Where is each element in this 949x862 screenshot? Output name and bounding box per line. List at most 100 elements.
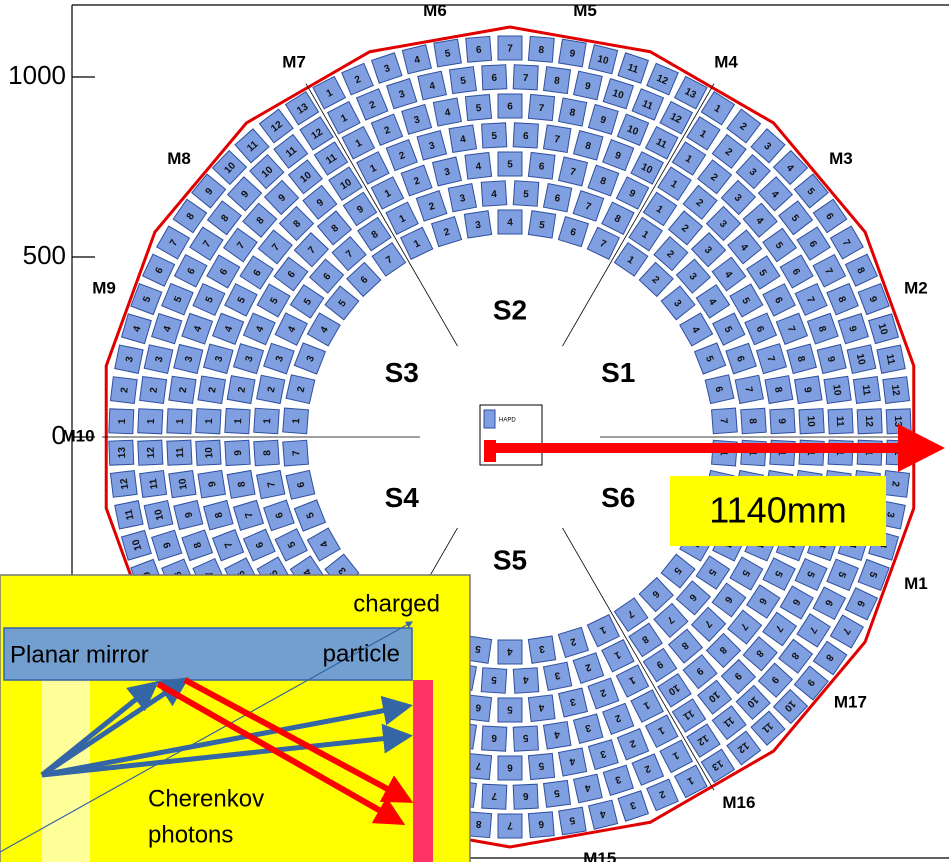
tile: 5: [498, 698, 522, 722]
photons-label: photons: [148, 821, 233, 848]
tile: 4: [418, 71, 447, 100]
tile-number: 4: [507, 645, 513, 656]
sector-label: S3: [385, 357, 419, 388]
tile: 2: [883, 471, 910, 498]
y-tick-label: 1000: [8, 60, 66, 90]
tile: 1: [225, 408, 250, 433]
tile: 11: [877, 345, 905, 373]
tile-number: 6: [507, 102, 513, 113]
module-label: M5: [573, 1, 597, 20]
tile-number: 11: [148, 477, 160, 489]
tile: 6: [528, 152, 555, 179]
tile: 9: [225, 440, 250, 465]
tile-number: 7: [507, 819, 513, 830]
tile-number: 11: [834, 416, 846, 428]
tile: 4: [433, 98, 461, 126]
tile: 8: [528, 36, 554, 62]
tile: 7: [498, 814, 522, 838]
module-label: M2: [904, 279, 928, 298]
y-tick-label: 500: [23, 240, 66, 270]
tile: 10: [196, 440, 221, 465]
photodetector-bar: [413, 680, 433, 862]
tile: 11: [853, 377, 880, 404]
module-label: M9: [92, 279, 116, 298]
tile: 10: [824, 376, 851, 403]
tile-number: 10: [830, 384, 843, 397]
tile-number: 7: [491, 790, 497, 801]
tile: 6: [482, 726, 507, 751]
hapd-swatch: [484, 410, 495, 428]
tile: 5: [513, 726, 538, 751]
module-label: M10: [61, 426, 94, 445]
module-label: M3: [829, 149, 853, 168]
tile: 3: [115, 345, 143, 373]
photons-label: Cherenkov: [148, 785, 264, 812]
tile: 6: [498, 94, 522, 118]
tile-number: 11: [175, 447, 187, 459]
tile: 9: [817, 345, 846, 374]
tile-number: 1: [175, 418, 186, 425]
tile: 6: [482, 65, 507, 90]
tile: 7: [513, 65, 538, 90]
tile: 5: [481, 668, 506, 693]
tile: 12: [857, 409, 882, 434]
tile: 7: [712, 408, 738, 434]
tile: 8: [741, 408, 766, 433]
tile-number: 6: [507, 761, 513, 772]
tile: 1: [109, 409, 134, 434]
tile: 5: [528, 211, 555, 238]
tile: 3: [464, 211, 491, 238]
tile: 2: [110, 377, 137, 404]
tile-number: 12: [146, 446, 157, 458]
tile: 10: [589, 45, 618, 74]
tile-number: 4: [507, 218, 513, 229]
tile-number: 1: [233, 418, 244, 425]
tile: 7: [257, 470, 285, 498]
tile: 10: [847, 345, 876, 374]
tile: 4: [465, 152, 492, 179]
tile: 4: [528, 695, 555, 722]
tile: 6: [286, 470, 315, 499]
tile-number: 6: [491, 73, 497, 84]
tile: 4: [574, 774, 603, 803]
tile: 6: [498, 756, 522, 780]
tile: 1: [167, 409, 192, 434]
tile: 7: [528, 94, 554, 120]
module-label: M6: [423, 1, 447, 20]
tile: 3: [559, 688, 588, 717]
sector-label: S2: [493, 294, 527, 325]
tile: 7: [482, 784, 507, 809]
tile: 11: [167, 440, 192, 465]
tile: 7: [735, 375, 763, 403]
particle-label: particle: [323, 640, 400, 667]
module-label: M17: [834, 692, 867, 711]
tile: 1: [283, 408, 309, 434]
tile-number: 13: [117, 446, 128, 458]
detector-diagram: 1000500012345671234567812345678912345678…: [0, 0, 949, 862]
tile: 3: [528, 636, 555, 663]
tile: 6: [513, 784, 538, 809]
tile: 2: [198, 376, 225, 403]
tile-number: 10: [177, 477, 190, 490]
module-label: M16: [722, 793, 755, 812]
tile: 2: [140, 377, 167, 404]
tile: 6: [466, 36, 492, 62]
tile: 10: [169, 471, 196, 498]
tile: 4: [402, 45, 431, 74]
tile-number: 1: [146, 418, 157, 424]
tile: 8: [227, 470, 255, 498]
tile: 9: [198, 470, 225, 497]
tile: 12: [110, 471, 137, 498]
tile: 5: [450, 67, 477, 94]
tile-number: 12: [119, 477, 131, 490]
tile: 3: [174, 345, 203, 374]
tile: 2: [169, 376, 196, 403]
tile: 5: [434, 39, 462, 67]
particle-label: charged: [353, 590, 440, 617]
tile: 7: [559, 157, 588, 186]
module-label: M4: [714, 52, 738, 71]
tile-number: 6: [522, 790, 528, 801]
tile: 1: [196, 409, 221, 434]
tile: 2: [227, 376, 255, 404]
tile-number: 7: [523, 73, 529, 84]
